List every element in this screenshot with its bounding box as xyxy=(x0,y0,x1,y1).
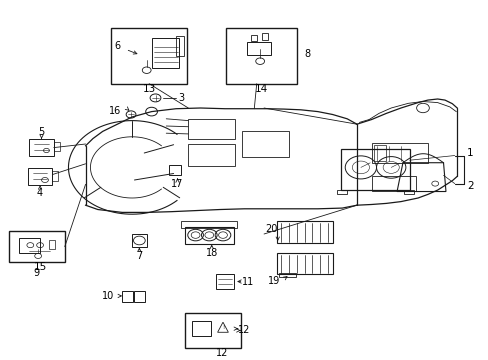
Text: 18: 18 xyxy=(205,248,218,258)
Text: 4: 4 xyxy=(37,188,43,198)
Text: 2: 2 xyxy=(466,181,473,192)
Text: 8: 8 xyxy=(304,49,310,59)
Text: 7: 7 xyxy=(136,251,142,261)
Text: 10: 10 xyxy=(101,291,114,301)
Text: 16: 16 xyxy=(109,106,122,116)
Bar xyxy=(8,231,64,262)
Text: 1: 1 xyxy=(466,148,473,158)
Bar xyxy=(49,240,55,249)
Text: 13: 13 xyxy=(142,84,156,94)
Bar xyxy=(111,28,186,84)
Bar xyxy=(215,274,234,289)
Bar xyxy=(176,36,183,56)
Text: 6: 6 xyxy=(114,41,120,51)
Text: 11: 11 xyxy=(242,276,254,287)
Text: 12: 12 xyxy=(238,325,250,336)
Bar xyxy=(276,253,332,274)
Bar xyxy=(371,143,427,163)
Bar xyxy=(371,176,415,191)
Text: 12: 12 xyxy=(216,348,228,358)
Bar xyxy=(188,144,234,166)
Bar xyxy=(279,273,296,277)
Text: 15: 15 xyxy=(34,262,47,272)
Bar xyxy=(54,142,60,151)
Bar xyxy=(188,119,234,139)
Bar xyxy=(373,145,386,161)
Bar xyxy=(251,35,257,40)
Bar xyxy=(181,221,237,228)
Bar xyxy=(131,234,147,247)
Bar xyxy=(134,291,145,302)
Bar xyxy=(337,190,346,194)
Text: 14: 14 xyxy=(254,84,268,94)
Text: 19: 19 xyxy=(267,276,280,286)
Text: 5: 5 xyxy=(39,127,44,138)
Bar xyxy=(225,28,297,84)
Bar xyxy=(19,238,40,253)
Bar xyxy=(28,168,52,185)
Bar xyxy=(341,148,409,190)
Text: 9: 9 xyxy=(34,268,40,278)
Bar xyxy=(276,221,332,243)
Text: 20: 20 xyxy=(264,224,277,234)
Bar xyxy=(262,33,267,40)
Bar xyxy=(246,42,271,55)
Text: 3: 3 xyxy=(178,93,183,103)
Bar xyxy=(403,190,413,194)
Bar xyxy=(242,131,288,157)
Bar xyxy=(184,227,233,244)
Bar xyxy=(184,313,240,348)
Text: 17: 17 xyxy=(171,179,183,189)
Bar xyxy=(122,291,133,302)
Bar xyxy=(151,38,179,68)
Text: !: ! xyxy=(222,325,224,330)
Bar xyxy=(169,165,181,175)
Bar xyxy=(52,171,58,181)
Bar xyxy=(192,321,210,336)
Bar xyxy=(29,139,54,156)
